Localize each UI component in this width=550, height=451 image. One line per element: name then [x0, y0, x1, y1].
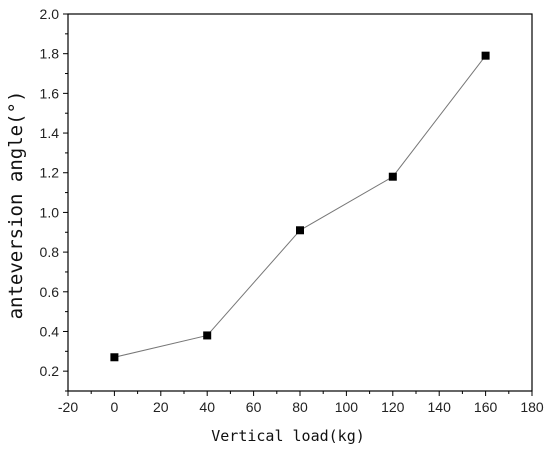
data-point [296, 226, 304, 235]
data-point [110, 353, 119, 362]
data-point [388, 172, 397, 181]
x-axis-ticks: -20 0 20 40 60 80 100 120 140 160 180 [58, 391, 544, 415]
data-point [203, 331, 212, 340]
x-tick-label: 40 [199, 399, 215, 415]
x-tick-label: 60 [246, 399, 262, 415]
x-tick-label: 0 [111, 399, 119, 415]
x-tick-label: 140 [428, 399, 452, 415]
y-tick-label: 0.8 [40, 244, 60, 260]
x-tick-label: 180 [520, 399, 544, 415]
y-tick-label: 1.6 [40, 85, 60, 101]
plot-border [67, 13, 533, 392]
y-tick-label: 2.0 [40, 6, 60, 22]
y-tick-label: 1.4 [40, 125, 60, 141]
y-tick-label: 1.0 [40, 204, 60, 220]
x-tick-label: 120 [381, 399, 405, 415]
data-point [481, 51, 490, 60]
x-tick-label: -20 [58, 399, 78, 415]
x-axis-title: Vertical load(kg) [211, 427, 365, 445]
y-tick-label: 0.4 [40, 323, 60, 339]
y-tick-label: 0.2 [40, 363, 60, 379]
plot-frame [67, 13, 533, 392]
y-tick-label: 0.6 [40, 284, 60, 300]
x-tick-label: 20 [153, 399, 169, 415]
series-line [114, 55, 486, 358]
y-axis-title: anteversion angle(°) [5, 91, 27, 320]
x-tick-label: 160 [474, 399, 498, 415]
y-tick-label: 1.8 [40, 46, 60, 62]
x-tick-label: 100 [335, 399, 359, 415]
data-series [110, 51, 490, 362]
x-tick-label: 80 [292, 399, 308, 415]
y-tick-label: 1.2 [40, 165, 60, 181]
y-axis-ticks: 0.2 0.4 0.6 0.8 1.0 1.2 1.4 1.6 1.8 2.0 [40, 6, 68, 392]
